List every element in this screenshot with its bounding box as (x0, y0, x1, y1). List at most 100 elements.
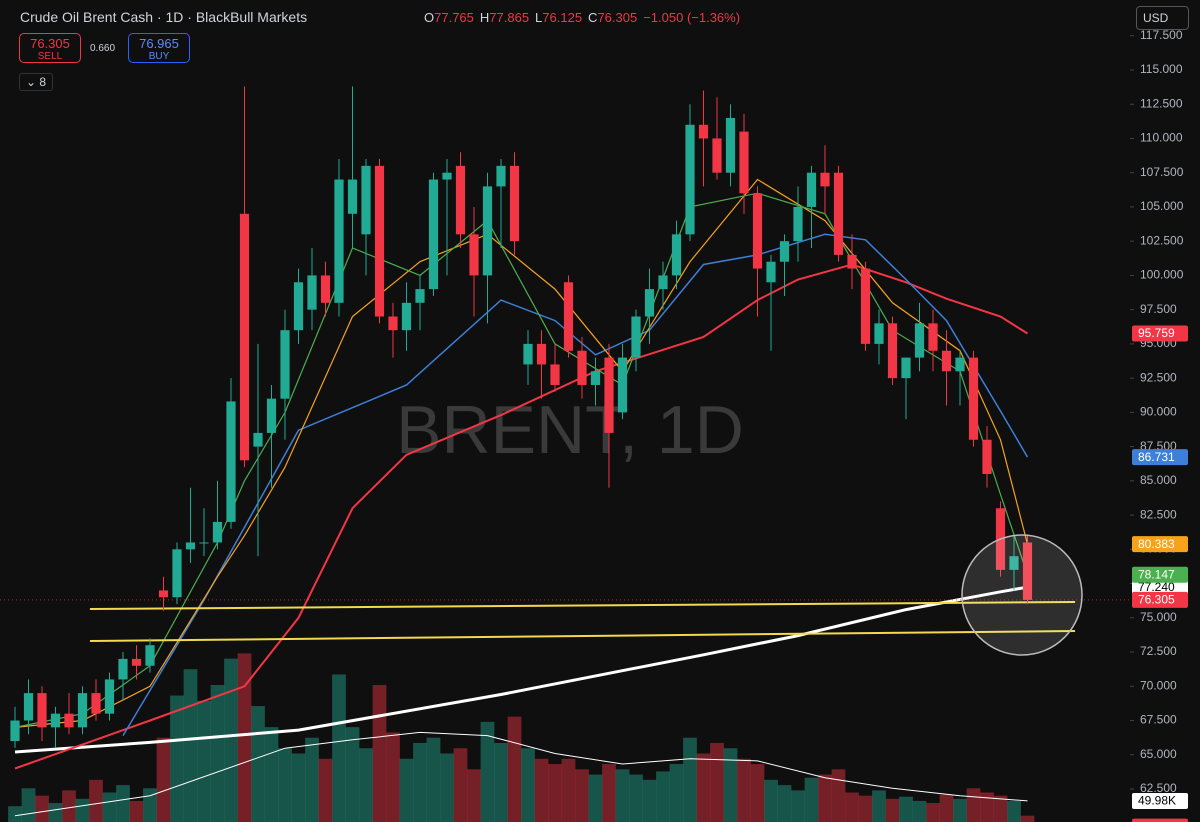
highlight-circle (961, 534, 1083, 656)
volume-bar (413, 742, 427, 822)
candle-body (793, 206, 803, 242)
volume-bar (764, 779, 778, 822)
y-tick-label: 67.500 (1140, 713, 1177, 727)
candle-body (388, 316, 398, 331)
indicators-count: 8 (39, 75, 47, 89)
ma-line (14, 263, 1029, 770)
volume-bar (116, 785, 130, 822)
candle-body (982, 439, 992, 474)
volume-bar (642, 779, 657, 822)
volume-bar (696, 753, 711, 822)
ma-layer (14, 178, 1029, 770)
candle-body (766, 261, 776, 283)
y-tick-label: 105.000 (1140, 199, 1184, 213)
price-badge (1132, 579, 1188, 596)
volume-bar (467, 769, 481, 822)
candle-body (280, 330, 290, 399)
volume-bar (750, 764, 765, 822)
price-badge-label: 86.731 (1138, 450, 1175, 464)
candle-body (658, 275, 668, 290)
volume-bar (831, 769, 846, 822)
price-badge-label: 77.240 (1138, 580, 1175, 594)
volume-bar (845, 792, 859, 822)
y-tick-label: 70.000 (1140, 678, 1177, 692)
currency-select[interactable]: USD (1136, 6, 1190, 30)
volume-bar (386, 732, 400, 822)
candle-body (874, 323, 884, 344)
candle-body (334, 179, 344, 303)
candle-body (253, 432, 263, 447)
volume-bar (588, 774, 603, 822)
y-tick-label: 112.500 (1140, 96, 1183, 110)
y-tick-label: 107.500 (1140, 165, 1184, 179)
volume-bar (804, 777, 819, 822)
volume-bar (291, 753, 306, 822)
candle-body (77, 693, 88, 728)
volume-bar (777, 785, 792, 822)
volume-bar (1020, 815, 1035, 822)
price-badge-label: 36.02K (1138, 819, 1176, 822)
buy-button[interactable]: 76.965 BUY (128, 33, 190, 63)
candle-body (725, 117, 736, 173)
candle-body (23, 693, 34, 721)
candle-body (901, 357, 911, 379)
volume-bar (372, 685, 387, 822)
sell-price: 76.305 (30, 36, 70, 51)
volume-bar (399, 758, 414, 822)
candle-body (469, 234, 479, 276)
volume-bar (723, 748, 738, 822)
ohlc-value: 76.125 (542, 10, 583, 25)
volume-layer (8, 653, 1035, 822)
volume-bar (359, 748, 373, 822)
candle-body (104, 679, 115, 714)
candle-body (415, 289, 425, 303)
candle-body (118, 658, 128, 680)
candle-body (955, 357, 965, 372)
candle-layer (10, 86, 1033, 748)
candle-body (914, 323, 925, 358)
sell-button[interactable]: 76.305 SELL (19, 33, 81, 63)
candle-body (860, 268, 871, 344)
ohlc-key: H (479, 10, 490, 25)
y-tick-label: 100.000 (1140, 268, 1184, 282)
price-badge (1132, 325, 1188, 342)
candle-body (442, 172, 452, 180)
volume-bar (35, 795, 49, 822)
volume-bar (453, 748, 468, 822)
y-tick-label: 92.500 (1140, 370, 1177, 384)
candle-body (212, 521, 223, 543)
indicators-toggle[interactable]: ⌄ 8 (19, 73, 54, 91)
candle-body (91, 693, 101, 714)
volume-bar (1007, 800, 1021, 822)
buy-label: BUY (148, 51, 170, 62)
ohlc-value: 77.865 (489, 10, 530, 25)
candle-body (523, 343, 533, 365)
volume-bar (993, 795, 1008, 822)
volume-bar (912, 800, 927, 822)
candle-body (37, 693, 47, 728)
candle-body (698, 124, 709, 139)
volume-bar (656, 771, 670, 822)
volume-bar (129, 800, 144, 822)
candle-body (1009, 556, 1019, 570)
ma-line (14, 585, 1028, 754)
candle-body (590, 371, 601, 385)
volume-bar (426, 737, 441, 822)
volume-bar (278, 748, 292, 822)
volume-bar (48, 803, 63, 822)
spread: 0.660 (90, 43, 116, 54)
volume-bar (899, 796, 913, 822)
candle-body (685, 124, 695, 235)
candle-body (226, 401, 236, 522)
price-badge (1132, 792, 1188, 809)
candle-body (833, 172, 844, 255)
candle-body (64, 713, 74, 728)
volume-bar (521, 748, 535, 822)
y-tick-label: 75.000 (1140, 610, 1177, 624)
volume-bar (251, 706, 265, 822)
volume-bar (170, 695, 184, 822)
candle-body (779, 241, 790, 262)
price-badge-label: 95.759 (1138, 326, 1175, 340)
volume-bar (966, 788, 981, 822)
